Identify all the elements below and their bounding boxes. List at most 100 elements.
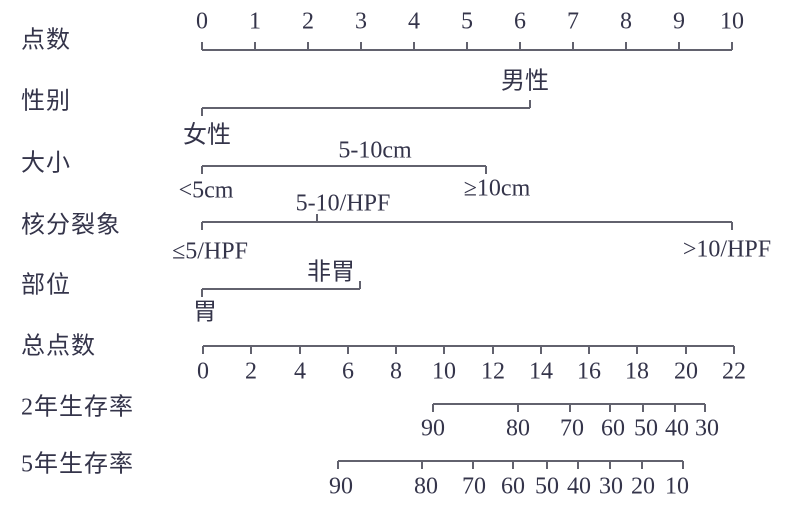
tick-label-survival-5yr: 90 [329, 473, 353, 500]
axis-tick-points [201, 42, 203, 50]
axis-tick-survival-5yr [337, 461, 339, 469]
axis-tick-total-points [492, 346, 494, 354]
tick-label-points: 3 [355, 8, 367, 35]
axis-tick-survival-2yr [432, 404, 434, 412]
axis-line-points [202, 49, 732, 51]
axis-tick-survival-5yr [421, 461, 423, 469]
axis-tick-survival-2yr [517, 404, 519, 412]
row-label-survival-5yr: 5年生存率 [21, 451, 134, 478]
axis-tick-total-points [299, 346, 301, 354]
tick-label-survival-5yr: 20 [631, 473, 655, 500]
axis-tick-site [201, 289, 203, 297]
tick-label-survival-2yr: 70 [560, 415, 584, 442]
row-label-sex: 性别 [21, 88, 71, 115]
axis-tick-total-points [588, 346, 590, 354]
tick-label-total-points: 14 [529, 358, 553, 385]
axis-line-sex [202, 107, 530, 109]
axis-tick-survival-5yr [682, 461, 684, 469]
axis-tick-points [625, 42, 627, 50]
tick-label-total-points: 10 [432, 358, 456, 385]
axis-line-total-points [203, 345, 734, 347]
category-label-size: 5-10cm [338, 137, 412, 164]
axis-tick-survival-2yr [642, 404, 644, 412]
axis-tick-size [201, 166, 203, 174]
axis-line-size [202, 165, 486, 167]
tick-label-survival-5yr: 60 [501, 473, 525, 500]
axis-tick-mitotic [731, 222, 733, 230]
tick-label-total-points: 22 [722, 358, 746, 385]
tick-label-survival-5yr: 80 [414, 473, 438, 500]
axis-tick-points [360, 42, 362, 50]
row-label-size: 大小 [21, 150, 71, 177]
tick-label-total-points: 6 [342, 358, 354, 385]
axis-line-survival-5yr [338, 460, 683, 462]
axis-tick-survival-5yr [641, 461, 643, 469]
tick-label-survival-2yr: 50 [634, 415, 658, 442]
axis-tick-points [413, 42, 415, 50]
axis-tick-total-points [202, 346, 204, 354]
tick-label-sex: 男性 [501, 68, 549, 95]
axis-tick-total-points [685, 346, 687, 354]
axis-tick-survival-2yr [674, 404, 676, 412]
tick-label-survival-2yr: 90 [421, 415, 445, 442]
category-label-mitotic: 5-10/HPF [295, 190, 391, 217]
axis-line-site [202, 288, 360, 290]
axis-tick-points [572, 42, 574, 50]
axis-tick-points [519, 42, 521, 50]
tick-label-total-points: 20 [674, 358, 698, 385]
axis-tick-mitotic [316, 214, 318, 222]
tick-label-total-points: 2 [245, 358, 257, 385]
axis-tick-total-points [540, 346, 542, 354]
axis-tick-total-points [443, 346, 445, 354]
tick-label-survival-5yr: 30 [599, 473, 623, 500]
tick-label-site: 胃 [193, 299, 217, 326]
row-label-survival-2yr: 2年生存率 [21, 394, 134, 421]
axis-tick-total-points [636, 346, 638, 354]
tick-label-points: 0 [196, 8, 208, 35]
tick-label-total-points: 12 [481, 358, 505, 385]
tick-label-size: <5cm [178, 177, 234, 204]
tick-label-points: 9 [673, 8, 685, 35]
axis-tick-survival-5yr [546, 461, 548, 469]
axis-tick-survival-5yr [472, 461, 474, 469]
row-label-total-points: 总点数 [21, 333, 96, 360]
tick-label-survival-2yr: 30 [695, 415, 719, 442]
tick-label-points: 10 [720, 8, 744, 35]
tick-label-survival-5yr: 70 [462, 473, 486, 500]
axis-tick-points [731, 42, 733, 50]
row-label-mitotic: 核分裂象 [21, 212, 121, 239]
axis-tick-points [307, 42, 309, 50]
row-label-points: 点数 [21, 27, 71, 54]
tick-label-points: 6 [514, 8, 526, 35]
tick-label-points: 7 [567, 8, 579, 35]
tick-label-points: 4 [408, 8, 420, 35]
axis-tick-sex [201, 108, 203, 116]
axis-tick-mitotic [201, 222, 203, 230]
tick-label-mitotic: >10/HPF [682, 236, 772, 263]
tick-label-size: ≥10cm [463, 175, 531, 202]
axis-tick-survival-5yr [512, 461, 514, 469]
tick-label-mitotic: ≤5/HPF [172, 238, 248, 265]
tick-label-total-points: 16 [577, 358, 601, 385]
tick-label-points: 5 [461, 8, 473, 35]
axis-tick-total-points [250, 346, 252, 354]
tick-label-sex: 女性 [183, 122, 231, 149]
axis-tick-total-points [347, 346, 349, 354]
axis-tick-points [254, 42, 256, 50]
axis-tick-survival-2yr [569, 404, 571, 412]
axis-tick-survival-2yr [704, 404, 706, 412]
axis-tick-points [678, 42, 680, 50]
tick-label-points: 8 [620, 8, 632, 35]
axis-tick-sex [529, 100, 531, 108]
tick-label-survival-5yr: 10 [665, 473, 689, 500]
axis-tick-survival-5yr [577, 461, 579, 469]
axis-tick-total-points [395, 346, 397, 354]
axis-tick-size [485, 166, 487, 174]
tick-label-total-points: 8 [390, 358, 402, 385]
tick-label-total-points: 4 [294, 358, 306, 385]
row-label-site: 部位 [21, 272, 71, 299]
tick-label-survival-2yr: 60 [601, 415, 625, 442]
axis-tick-total-points [733, 346, 735, 354]
tick-label-survival-5yr: 40 [567, 473, 591, 500]
